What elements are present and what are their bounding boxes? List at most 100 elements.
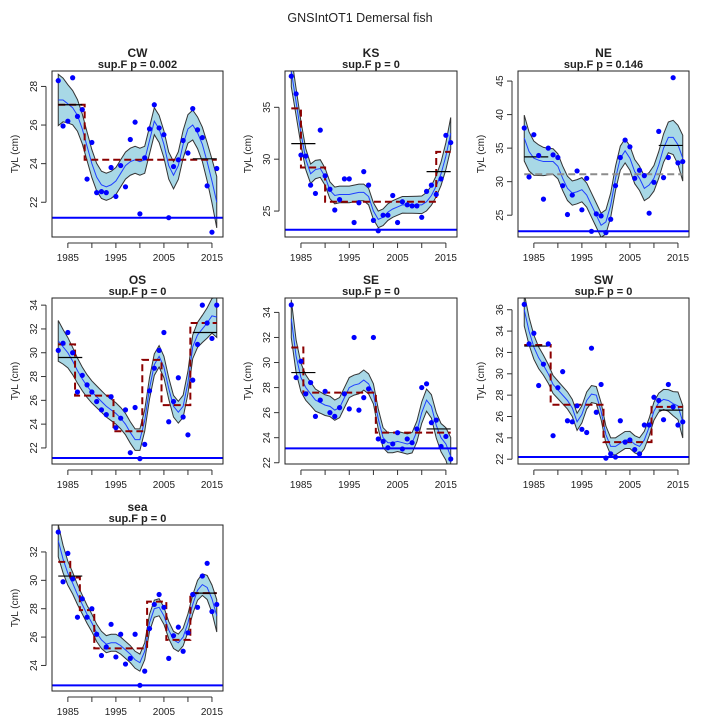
data-point [531,132,537,138]
data-point [55,78,61,84]
data-point [170,633,177,639]
data-point [60,340,66,346]
data-point [448,456,454,462]
data-point [545,145,551,151]
y-tick-label: 26 [29,394,40,406]
data-point [579,207,585,213]
data-point [180,648,186,654]
x-tick-label: 2015 [201,480,224,491]
data-point [346,176,352,182]
data-point [555,385,561,391]
panel-title: KS [363,46,380,60]
panel-subtitle: sup.F p = 0 [342,59,400,71]
data-point [151,601,157,608]
data-point [79,596,85,602]
y-tick-label: 32 [29,546,40,558]
data-point [419,384,425,391]
data-point [409,203,415,209]
data-point [675,160,681,166]
smooth-fit-line [523,136,684,227]
y-tick-label: 30 [495,368,506,380]
data-point [385,212,391,218]
data-point [190,377,196,383]
x-tick-label: 2015 [667,480,690,491]
data-point [521,125,527,131]
data-point [380,438,386,445]
panel-subtitle: sup.F p = 0.146 [564,59,643,71]
x-tick-label: 1995 [571,253,594,264]
plot-area [52,73,223,235]
panel-se: 1985 1995 2005 2015 22 24 26 28 30 32 34 TyL (cm) SE… [243,273,458,491]
data-point [132,119,138,125]
data-point [526,174,532,180]
panel-title: CW [128,46,149,60]
data-point [341,176,348,182]
data-point [438,176,444,182]
data-point [617,418,623,424]
data-point [588,228,595,234]
data-point [404,202,410,208]
data-point [127,136,133,143]
data-point [641,173,647,179]
data-point [332,413,338,419]
x-tick-label: 2005 [386,253,409,264]
data-point [132,404,138,411]
confidence-band [57,73,218,229]
data-point [151,102,157,108]
data-point [574,168,580,174]
data-point [660,175,667,181]
data-point [79,107,85,113]
data-point [336,197,343,203]
panel-subtitle: sup.F p = 0 [109,513,167,525]
data-point [317,127,323,133]
data-point [375,228,381,234]
data-point [341,391,348,397]
data-point [370,334,377,341]
data-point [204,183,210,189]
data-point [651,394,657,400]
x-tick-label: 1995 [571,480,594,491]
data-point [370,217,377,223]
data-point [137,456,143,462]
data-point [74,614,81,620]
y-tick-label: 30 [262,357,273,369]
data-point [641,422,647,428]
y-tick-label: 22 [495,453,506,465]
y-tick-label: 24 [495,432,506,444]
y-tick-label: 35 [262,101,273,113]
data-point [675,422,681,428]
panel-title: SE [363,273,379,287]
data-point [55,347,61,353]
breakpoint-step-line [524,343,683,444]
y-axis-label: TyL (cm) [243,362,254,401]
data-point [317,397,323,403]
data-point [103,644,109,650]
x-tick-label: 2015 [201,253,224,264]
data-point [428,420,434,426]
panel-subtitle: sup.F p = 0 [575,286,633,298]
data-point [336,405,343,411]
data-point [433,191,439,198]
breakpoint-step-line [291,107,451,203]
data-point [122,184,129,190]
y-tick-label: 25 [495,209,506,221]
data-point [298,358,304,364]
data-point [584,175,590,181]
data-point [142,441,148,447]
data-point [612,454,619,460]
panel-subtitle: sup.F p = 0.002 [98,59,177,71]
data-point [170,163,177,170]
plot-frame [517,297,690,465]
data-point [375,436,381,442]
data-point [151,365,157,371]
data-point [632,175,638,181]
figure-title: GNSIntOT1 Demersal fish [287,11,432,25]
data-point [365,182,372,188]
data-point [113,193,119,200]
data-point [603,455,609,461]
panel-os: 1985 1995 2005 2015 22 24 26 28 30 32 34 TyL (cm) OS… [10,273,224,491]
y-axis-label: TyL (cm) [10,135,21,174]
data-point [122,407,129,413]
data-point [84,614,90,620]
data-point [361,169,367,175]
